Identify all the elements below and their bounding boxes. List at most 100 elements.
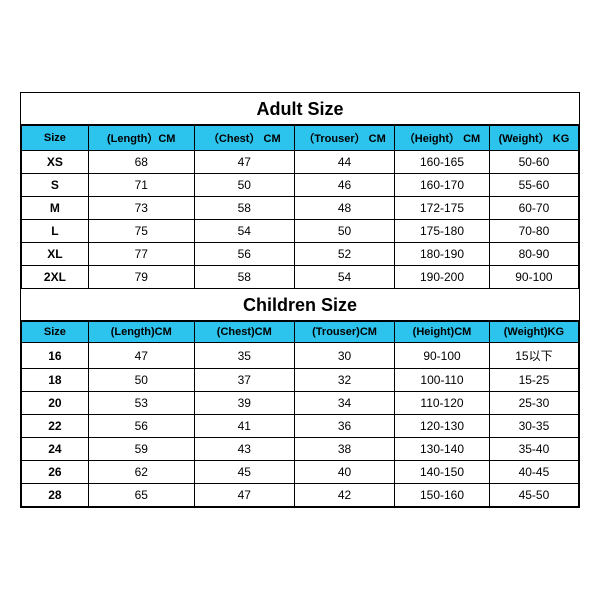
cell-value: 120-130 (395, 415, 490, 438)
col-weight: (Weight） KG (489, 126, 578, 151)
cell-size: S (22, 174, 89, 197)
cell-value: 50-60 (489, 151, 578, 174)
cell-value: 140-150 (395, 461, 490, 484)
cell-value: 44 (294, 151, 394, 174)
cell-value: 41 (194, 415, 294, 438)
cell-value: 59 (88, 438, 194, 461)
table-row: S715046160-17055-60 (22, 174, 579, 197)
cell-value: 46 (294, 174, 394, 197)
cell-value: 172-175 (395, 197, 490, 220)
cell-value: 79 (88, 266, 194, 289)
cell-value: 35-40 (489, 438, 578, 461)
cell-value: 40 (294, 461, 394, 484)
cell-value: 35 (194, 343, 294, 369)
cell-value: 70-80 (489, 220, 578, 243)
cell-value: 45 (194, 461, 294, 484)
cell-value: 50 (88, 369, 194, 392)
col-trouser: （Trouser） CM (294, 126, 394, 151)
cell-value: 56 (194, 243, 294, 266)
table-row: 18503732100-11015-25 (22, 369, 579, 392)
children-size-table: Size (Length)CM (Chest)CM (Trouser)CM (H… (21, 321, 579, 507)
cell-value: 55-60 (489, 174, 578, 197)
cell-value: 80-90 (489, 243, 578, 266)
col-trouser: (Trouser)CM (294, 322, 394, 343)
col-chest: (Chest)CM (194, 322, 294, 343)
cell-value: 15-25 (489, 369, 578, 392)
children-body: 1647353090-10015以下18503732100-11015-2520… (22, 343, 579, 507)
cell-value: 40-45 (489, 461, 578, 484)
cell-size: 26 (22, 461, 89, 484)
cell-value: 45-50 (489, 484, 578, 507)
cell-value: 100-110 (395, 369, 490, 392)
cell-size: 28 (22, 484, 89, 507)
col-height: （Height） CM (395, 126, 490, 151)
cell-value: 180-190 (395, 243, 490, 266)
cell-value: 54 (294, 266, 394, 289)
cell-value: 90-100 (395, 343, 490, 369)
cell-size: 20 (22, 392, 89, 415)
cell-value: 50 (194, 174, 294, 197)
cell-value: 75 (88, 220, 194, 243)
cell-value: 90-100 (489, 266, 578, 289)
cell-size: M (22, 197, 89, 220)
cell-value: 73 (88, 197, 194, 220)
cell-value: 43 (194, 438, 294, 461)
cell-size: 24 (22, 438, 89, 461)
adult-section-title: Adult Size (21, 93, 579, 125)
col-chest: （Chest） CM (194, 126, 294, 151)
cell-size: 22 (22, 415, 89, 438)
cell-value: 150-160 (395, 484, 490, 507)
cell-value: 58 (194, 266, 294, 289)
table-row: 1647353090-10015以下 (22, 343, 579, 369)
size-chart: Adult Size Size (Length）CM （Chest） CM （T… (20, 92, 580, 508)
cell-value: 62 (88, 461, 194, 484)
cell-value: 130-140 (395, 438, 490, 461)
cell-size: XS (22, 151, 89, 174)
cell-size: XL (22, 243, 89, 266)
cell-value: 47 (88, 343, 194, 369)
cell-value: 77 (88, 243, 194, 266)
table-row: XS684744160-16550-60 (22, 151, 579, 174)
cell-value: 53 (88, 392, 194, 415)
table-row: 20533934110-12025-30 (22, 392, 579, 415)
cell-size: 2XL (22, 266, 89, 289)
cell-value: 37 (194, 369, 294, 392)
cell-value: 48 (294, 197, 394, 220)
col-length: (Length）CM (88, 126, 194, 151)
cell-value: 71 (88, 174, 194, 197)
cell-value: 50 (294, 220, 394, 243)
col-height: (Height)CM (395, 322, 490, 343)
table-row: 24594338130-14035-40 (22, 438, 579, 461)
cell-value: 39 (194, 392, 294, 415)
cell-value: 52 (294, 243, 394, 266)
table-row: 28654742150-16045-50 (22, 484, 579, 507)
table-row: 22564136120-13030-35 (22, 415, 579, 438)
cell-value: 60-70 (489, 197, 578, 220)
cell-value: 56 (88, 415, 194, 438)
cell-value: 30-35 (489, 415, 578, 438)
col-weight: (Weight)KG (489, 322, 578, 343)
table-row: M735848172-17560-70 (22, 197, 579, 220)
col-size: Size (22, 322, 89, 343)
cell-value: 160-170 (395, 174, 490, 197)
col-size: Size (22, 126, 89, 151)
cell-value: 34 (294, 392, 394, 415)
children-header-row: Size (Length)CM (Chest)CM (Trouser)CM (H… (22, 322, 579, 343)
table-row: L755450175-18070-80 (22, 220, 579, 243)
cell-value: 30 (294, 343, 394, 369)
cell-value: 47 (194, 151, 294, 174)
table-row: XL775652180-19080-90 (22, 243, 579, 266)
cell-value: 58 (194, 197, 294, 220)
cell-value: 32 (294, 369, 394, 392)
cell-value: 110-120 (395, 392, 490, 415)
col-length: (Length)CM (88, 322, 194, 343)
cell-value: 190-200 (395, 266, 490, 289)
cell-size: L (22, 220, 89, 243)
cell-value: 36 (294, 415, 394, 438)
table-row: 2XL795854190-20090-100 (22, 266, 579, 289)
cell-value: 68 (88, 151, 194, 174)
table-row: 26624540140-15040-45 (22, 461, 579, 484)
children-section-title: Children Size (21, 289, 579, 321)
cell-value: 54 (194, 220, 294, 243)
cell-value: 15以下 (489, 343, 578, 369)
